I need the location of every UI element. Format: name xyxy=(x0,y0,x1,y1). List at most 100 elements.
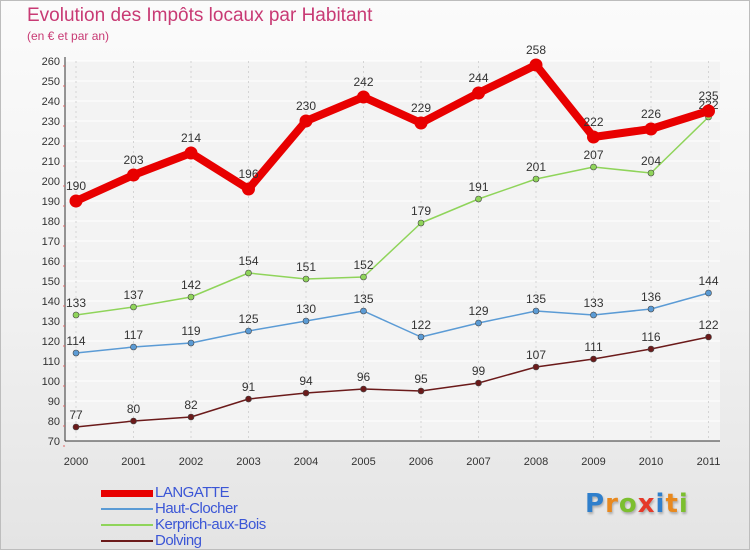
y-tick-label: 170 xyxy=(42,236,60,248)
data-label: 122 xyxy=(411,318,431,332)
data-point xyxy=(72,349,80,357)
data-label: 204 xyxy=(641,154,661,168)
data-point xyxy=(72,311,80,319)
legend-swatch xyxy=(101,489,153,497)
data-label: 91 xyxy=(242,380,256,394)
data-point xyxy=(529,58,543,72)
data-point xyxy=(590,163,597,171)
x-tick-label: 2007 xyxy=(466,456,490,468)
y-tick-label: 90 xyxy=(48,396,60,408)
data-label: 196 xyxy=(238,167,258,181)
data-point xyxy=(187,413,195,421)
data-point xyxy=(245,327,252,335)
data-point xyxy=(590,355,597,363)
legend-item: Haut-Clocher xyxy=(101,501,266,517)
data-point xyxy=(299,114,313,128)
y-tick-label: 200 xyxy=(42,176,60,188)
data-point xyxy=(417,333,425,341)
data-point xyxy=(130,343,137,351)
logo-letter: x xyxy=(637,489,656,519)
data-label: 82 xyxy=(184,398,198,412)
data-label: 154 xyxy=(238,254,258,268)
legend-swatch xyxy=(101,540,153,542)
data-label: 222 xyxy=(583,115,603,129)
data-point xyxy=(647,305,655,313)
data-label: 96 xyxy=(357,370,371,384)
data-label: 135 xyxy=(526,292,546,306)
data-point xyxy=(417,387,425,395)
x-tick-label: 2000 xyxy=(64,456,88,468)
data-point xyxy=(532,363,540,371)
data-label: 80 xyxy=(127,402,141,416)
data-point xyxy=(417,219,425,227)
data-point xyxy=(475,319,482,327)
data-point xyxy=(705,333,712,341)
logo-letter: i xyxy=(678,489,689,519)
data-point xyxy=(72,423,80,431)
data-point xyxy=(360,273,367,281)
data-label: 129 xyxy=(468,304,488,318)
data-point xyxy=(414,116,428,130)
y-tick-label: 230 xyxy=(42,116,60,128)
series-line-haut-clocher xyxy=(75,292,710,354)
data-label: 226 xyxy=(641,107,661,121)
chart-subtitle: (en € et par an) xyxy=(27,29,110,43)
y-tick-label: 80 xyxy=(48,416,60,428)
plot-area xyxy=(65,61,720,441)
data-point xyxy=(360,307,367,315)
data-point xyxy=(475,195,482,203)
data-point xyxy=(590,311,597,319)
data-point xyxy=(302,389,310,397)
data-label: 117 xyxy=(124,328,143,342)
y-tick-label: 250 xyxy=(42,76,60,88)
legend-label: Haut-Clocher xyxy=(155,500,238,517)
y-tick-label: 160 xyxy=(42,256,60,268)
data-label: 122 xyxy=(698,318,718,332)
data-point xyxy=(475,379,482,387)
data-point xyxy=(702,104,715,118)
data-label: 130 xyxy=(296,302,316,316)
proxiti-logo: Proxiti xyxy=(585,489,689,519)
legend-item: LANGATTE xyxy=(101,485,266,501)
data-label: 77 xyxy=(69,408,83,422)
y-tick-label: 130 xyxy=(42,316,60,328)
logo-letter: i xyxy=(655,489,666,519)
logo-letter: P xyxy=(585,489,606,519)
x-tick-label: 2001 xyxy=(121,456,145,468)
x-tick-label: 2005 xyxy=(351,456,375,468)
data-label: 133 xyxy=(66,296,86,310)
y-tick-label: 150 xyxy=(42,276,60,288)
x-tick-label: 2004 xyxy=(294,456,318,468)
logo-letter: t xyxy=(665,489,679,519)
y-tick-label: 110 xyxy=(42,356,60,368)
data-point xyxy=(705,289,712,297)
data-point xyxy=(187,339,195,347)
logo-letter: o xyxy=(618,489,638,519)
data-point xyxy=(647,345,655,353)
series-line-langatte xyxy=(72,61,713,205)
data-label: 133 xyxy=(583,296,603,310)
data-label: 203 xyxy=(123,153,143,167)
data-point xyxy=(245,269,252,277)
y-tick-label: 140 xyxy=(42,296,60,308)
y-tick-label: 220 xyxy=(42,136,60,148)
y-tick-label: 120 xyxy=(42,336,60,348)
y-tick-label: 210 xyxy=(42,156,60,168)
legend-label: LANGATTE xyxy=(155,484,230,501)
y-tick-label: 240 xyxy=(42,96,60,108)
data-point xyxy=(472,86,485,100)
data-point xyxy=(184,146,198,160)
x-tick-label: 2003 xyxy=(236,456,260,468)
x-tick-label: 2010 xyxy=(639,456,663,468)
data-label: 152 xyxy=(353,258,373,272)
data-point xyxy=(69,194,83,208)
y-tick-label: 260 xyxy=(42,56,60,68)
data-point xyxy=(532,175,540,183)
x-tick-label: 2009 xyxy=(581,456,605,468)
data-label: 111 xyxy=(584,340,603,354)
data-label: 142 xyxy=(181,278,201,292)
data-label: 242 xyxy=(353,75,373,89)
data-label: 94 xyxy=(299,374,313,388)
data-label: 125 xyxy=(238,312,258,326)
